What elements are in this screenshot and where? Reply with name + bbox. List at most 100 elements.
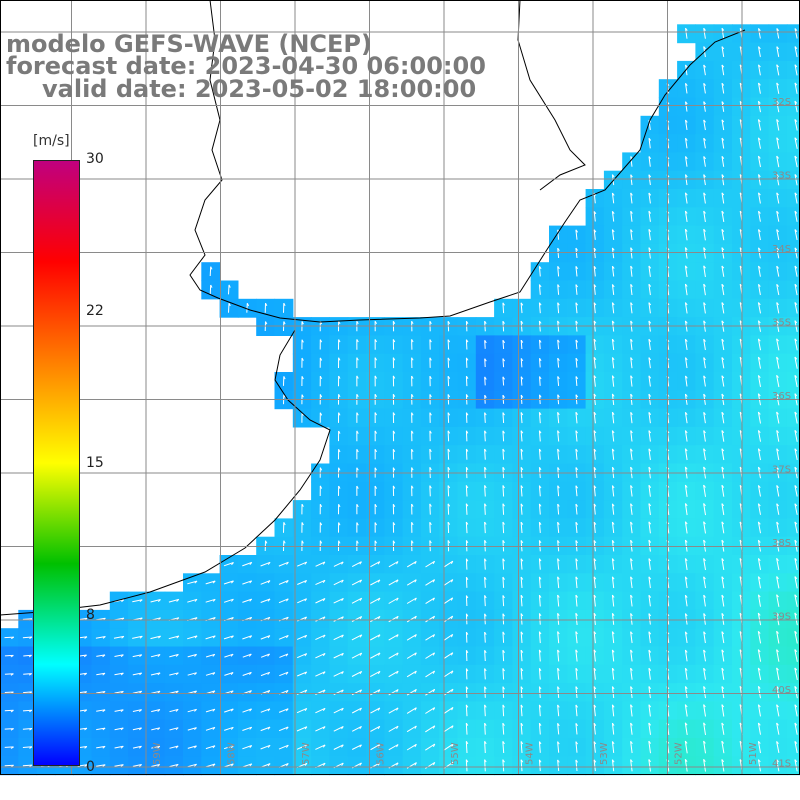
wind-arrow xyxy=(794,229,798,241)
wind-arrow xyxy=(315,634,326,641)
wind-arrow-head xyxy=(648,558,652,562)
wind-arrow xyxy=(648,339,651,350)
wind-arrow xyxy=(794,612,798,626)
wind-arrow xyxy=(465,741,468,754)
wind-arrow-head xyxy=(611,521,615,525)
wind-arrow-head xyxy=(703,357,706,361)
wind-arrow-head xyxy=(377,744,381,748)
wind-arrow xyxy=(703,302,706,314)
wind-arrow xyxy=(776,266,780,277)
wind-arrow xyxy=(278,598,289,604)
wind-arrow xyxy=(703,448,706,461)
wind-arrow-head xyxy=(794,374,798,378)
wind-arrow-head xyxy=(593,667,597,671)
wind-arrow-head xyxy=(429,521,432,526)
wind-arrow-head xyxy=(158,617,161,621)
wind-arrow-head xyxy=(356,522,359,526)
wind-arrow-head xyxy=(465,686,469,690)
wind-arrow xyxy=(593,649,596,662)
wind-arrow-head xyxy=(447,503,451,507)
wind-arrow-head xyxy=(721,686,725,690)
wind-arrow xyxy=(520,759,523,772)
wind-arrow-head xyxy=(465,375,469,379)
wind-arrow xyxy=(611,649,615,662)
wind-arrow-head xyxy=(557,667,560,671)
wind-arrow-head xyxy=(102,746,106,749)
wind-arrow xyxy=(278,561,289,567)
wind-arrow-head xyxy=(794,685,798,689)
wind-arrow-head xyxy=(283,376,286,380)
wind-arrow-head xyxy=(502,741,505,745)
wind-arrow-head xyxy=(703,503,706,507)
model-title: modelo GEFS-WAVE (NCEP) xyxy=(6,30,372,58)
wind-arrow-head xyxy=(465,521,469,525)
wind-arrow xyxy=(611,668,615,680)
wind-arrow-head xyxy=(630,667,633,671)
wind-arrow-head xyxy=(685,576,688,580)
wind-arrow-head xyxy=(502,466,505,470)
wind-arrow-head xyxy=(502,430,505,434)
wind-arrow xyxy=(22,636,33,639)
wind-arrow xyxy=(757,521,761,534)
wind-arrow-head xyxy=(194,654,197,657)
wind-arrow-head xyxy=(611,558,615,562)
wind-arrow xyxy=(648,302,651,314)
wind-arrow-head xyxy=(721,594,725,598)
wind-arrow-head xyxy=(593,576,597,580)
wind-arrow xyxy=(557,668,560,680)
wind-arrow xyxy=(721,540,725,552)
wind-arrow-head xyxy=(593,338,597,342)
wind-arrow-head xyxy=(557,376,560,380)
wind-cell xyxy=(786,591,800,611)
wind-arrow-head xyxy=(776,374,779,378)
wind-arrow-head xyxy=(630,357,633,361)
wind-arrow xyxy=(297,561,307,567)
wind-arrow xyxy=(794,649,798,662)
wind-arrow-head xyxy=(102,709,106,712)
wind-arrow-head xyxy=(557,467,560,471)
wind-arrow xyxy=(776,485,780,497)
wind-arrow xyxy=(794,521,798,534)
wind-arrow-head xyxy=(341,726,344,730)
wind-arrow-head xyxy=(484,613,487,617)
wind-arrow-head xyxy=(611,741,615,745)
wind-arrow xyxy=(757,686,761,699)
wind-arrow xyxy=(132,764,142,767)
wind-arrow xyxy=(260,598,271,603)
wind-arrow-head xyxy=(758,448,761,452)
wind-arrow xyxy=(443,761,454,770)
wind-arrow xyxy=(776,338,780,351)
wind-arrow xyxy=(684,265,688,277)
wind-arrow-head xyxy=(721,338,725,342)
wind-cell xyxy=(786,426,800,446)
wind-arrow xyxy=(557,649,560,662)
wind-arrow xyxy=(447,357,450,368)
wind-arrow-head xyxy=(11,636,15,640)
wind-arrow-head xyxy=(304,580,308,584)
wind-arrow-head xyxy=(776,338,779,342)
wind-arrow-head xyxy=(685,137,688,141)
wind-arrow xyxy=(721,668,725,680)
wind-cell xyxy=(786,24,800,44)
wind-arrow-head xyxy=(630,430,633,434)
wind-arrow xyxy=(794,119,798,131)
wind-arrow xyxy=(575,229,578,240)
wind-arrow xyxy=(757,741,761,754)
wind-arrow-head xyxy=(575,266,579,270)
wind-arrow-head xyxy=(648,484,652,488)
wind-arrow xyxy=(757,576,761,589)
wind-arrow xyxy=(721,28,725,39)
wind-arrow-head xyxy=(557,266,560,270)
wind-arrow-head xyxy=(776,466,779,470)
wind-arrow-head xyxy=(484,686,487,690)
wind-arrow xyxy=(575,723,578,735)
wind-arrow-head xyxy=(794,64,798,68)
wind-arrow xyxy=(278,634,289,640)
wind-arrow-head xyxy=(684,740,688,744)
wind-arrow xyxy=(351,652,362,659)
wind-arrow-head xyxy=(484,503,487,507)
wind-arrow-head xyxy=(338,321,341,325)
wind-arrow xyxy=(502,302,505,314)
wind-arrow-head xyxy=(538,284,542,288)
